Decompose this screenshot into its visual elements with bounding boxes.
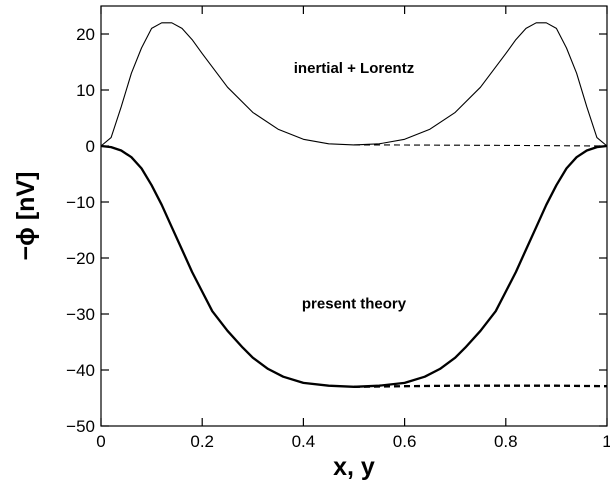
y-tick-label: 0 xyxy=(86,137,95,156)
series-1-line xyxy=(353,144,608,147)
y-axis-ticks: −50 −40 −30 −20 −10 0 10 20 xyxy=(66,25,607,436)
y-tick-label: −20 xyxy=(66,249,95,268)
y-tick-label: −10 xyxy=(66,193,95,212)
y-tick-label: 20 xyxy=(76,25,95,44)
x-tick-label: 0.2 xyxy=(190,432,214,451)
y-axis-title: −ϕ [nV] xyxy=(12,172,40,261)
plot-curves xyxy=(100,22,608,388)
series-3-line xyxy=(353,384,608,388)
y-tick-label: −40 xyxy=(66,361,95,380)
annotation-label: inertial + Lorentz xyxy=(294,60,414,77)
annotations: inertial + Lorentz present theory xyxy=(294,60,414,312)
x-axis-ticks: 0 0.2 0.4 0.6 0.8 1 xyxy=(96,6,610,451)
series-2-line xyxy=(100,144,608,388)
x-tick-label: 0.4 xyxy=(292,432,316,451)
y-tick-label: −30 xyxy=(66,305,95,324)
series-0-line xyxy=(100,22,608,147)
annotation-label: present theory xyxy=(302,295,407,312)
y-tick-label: 10 xyxy=(76,81,95,100)
x-tick-label: 0 xyxy=(96,432,105,451)
x-tick-label: 0.6 xyxy=(393,432,417,451)
plot-frame xyxy=(100,5,608,427)
y-tick-label: −50 xyxy=(66,417,95,436)
x-tick-label: 1 xyxy=(602,432,610,451)
x-tick-label: 0.8 xyxy=(494,432,518,451)
x-axis-title: x, y xyxy=(333,453,375,481)
